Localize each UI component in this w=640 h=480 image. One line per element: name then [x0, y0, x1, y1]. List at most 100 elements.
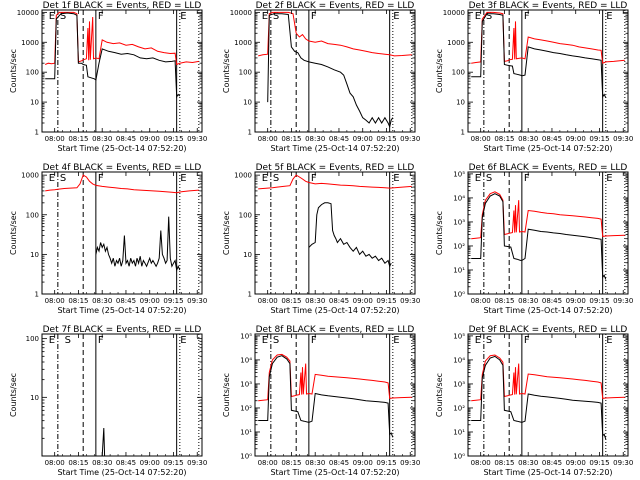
x-tick-label: 08:00	[471, 297, 491, 305]
events-series-line	[471, 355, 607, 440]
x-tick-label: 09:15	[163, 459, 183, 467]
y-tick-label: 100	[452, 69, 465, 77]
event-marker-label: S	[273, 173, 279, 184]
x-tick-label: 08:15	[281, 135, 301, 143]
x-tick-label: 08:15	[494, 135, 514, 143]
y-tick-label: 10²	[240, 404, 252, 412]
event-marker-label: E	[49, 11, 55, 22]
event-marker-label: F	[524, 11, 530, 22]
event-marker-label: F	[524, 173, 530, 184]
y-tick-label: 10³	[240, 380, 252, 388]
y-tick-label: 10000	[230, 9, 252, 17]
event-marker-label: E	[606, 11, 612, 22]
x-tick-label: 09:00	[140, 297, 160, 305]
y-tick-label: 10⁰	[453, 453, 465, 461]
y-tick-label: 100	[26, 335, 39, 343]
x-tick-label: 09:15	[163, 135, 183, 143]
y-axis-label: Counts/sec	[222, 211, 231, 255]
x-tick-label: 09:30	[613, 297, 633, 305]
y-tick-label: 1000	[234, 39, 252, 47]
y-axis-label: Counts/sec	[435, 373, 444, 417]
x-tick-label: 09:15	[163, 297, 183, 305]
event-marker-label: S	[60, 11, 66, 22]
lld-series-line	[471, 191, 625, 240]
event-marker-label: E	[393, 335, 399, 346]
plot-frame	[467, 9, 629, 133]
panel-title: Det 4f BLACK = Events, RED = LLD	[43, 163, 202, 173]
x-tick-label: 09:30	[400, 297, 420, 305]
x-tick-label: 08:00	[471, 459, 491, 467]
events-series-line	[95, 216, 181, 272]
x-tick-label: 08:15	[68, 459, 88, 467]
plot-frame	[467, 171, 629, 295]
y-tick-label: 10⁰	[453, 291, 465, 299]
x-tick-label: 08:15	[494, 459, 514, 467]
y-tick-label: 1	[35, 129, 39, 137]
x-tick-label: 08:30	[518, 297, 538, 305]
event-marker-label: E	[180, 11, 186, 22]
x-axis-label: Start Time (25-Oct-14 07:52:20)	[270, 144, 399, 153]
y-tick-label: 10000	[443, 9, 465, 17]
plot-frame	[41, 171, 203, 295]
x-tick-label: 08:30	[305, 135, 325, 143]
x-tick-label: 09:30	[613, 459, 633, 467]
lld-series-line	[45, 174, 199, 194]
event-marker-label: E	[262, 173, 268, 184]
y-tick-label: 10⁵	[240, 332, 252, 340]
y-tick-label: 10	[243, 99, 252, 107]
x-tick-label: 08:30	[92, 459, 112, 467]
x-tick-label: 08:15	[281, 459, 301, 467]
event-marker-label: F	[98, 173, 104, 184]
x-tick-label: 08:30	[305, 459, 325, 467]
x-tick-label: 09:00	[566, 459, 586, 467]
x-tick-label: 08:00	[471, 135, 491, 143]
lld-series-line	[258, 11, 412, 57]
event-marker-label: E	[49, 335, 55, 346]
y-tick-label: 10¹	[453, 266, 465, 274]
x-tick-label: 09:00	[353, 459, 373, 467]
lld-series-line	[471, 11, 625, 64]
plot-frame	[254, 171, 416, 295]
x-tick-label: 08:00	[45, 135, 65, 143]
plot-frame	[41, 333, 203, 457]
panel-title: Det 8f BLACK = Events, RED = LLD	[256, 325, 415, 335]
y-tick-label: 10²	[453, 404, 465, 412]
y-tick-label: 10	[30, 251, 39, 259]
y-tick-label: 10¹	[240, 428, 252, 436]
plot-frame	[254, 9, 416, 133]
event-marker-label: S	[273, 11, 279, 22]
plot-frame	[254, 333, 416, 457]
x-tick-label: 08:45	[116, 297, 136, 305]
x-tick-label: 09:00	[566, 135, 586, 143]
event-marker-label: F	[98, 11, 104, 22]
event-marker-label: F	[524, 335, 530, 346]
x-tick-label: 08:45	[542, 459, 562, 467]
x-tick-label: 09:15	[589, 135, 609, 143]
x-axis-label: Start Time (25-Oct-14 07:52:20)	[270, 306, 399, 315]
x-tick-label: 08:30	[305, 297, 325, 305]
y-axis-label: Counts/sec	[9, 373, 18, 417]
y-axis-label: Counts/sec	[435, 211, 444, 255]
x-tick-label: 09:15	[376, 135, 396, 143]
y-tick-label: 10³	[453, 380, 465, 388]
y-tick-label: 10⁴	[453, 194, 465, 202]
events-series-line	[471, 193, 607, 280]
x-tick-label: 08:45	[542, 135, 562, 143]
events-series-line	[471, 13, 607, 99]
y-tick-label: 1	[248, 291, 252, 299]
panel-title: Det 2f BLACK = Events, RED = LLD	[256, 1, 415, 11]
x-tick-label: 09:00	[353, 135, 373, 143]
x-tick-label: 08:45	[542, 297, 562, 305]
event-marker-label: S	[65, 335, 71, 346]
y-tick-label: 10	[243, 251, 252, 259]
x-tick-label: 09:30	[613, 135, 633, 143]
panel-title: Det 9f BLACK = Events, RED = LLD	[469, 325, 628, 335]
x-tick-label: 08:00	[258, 297, 278, 305]
event-marker-label: S	[60, 173, 66, 184]
